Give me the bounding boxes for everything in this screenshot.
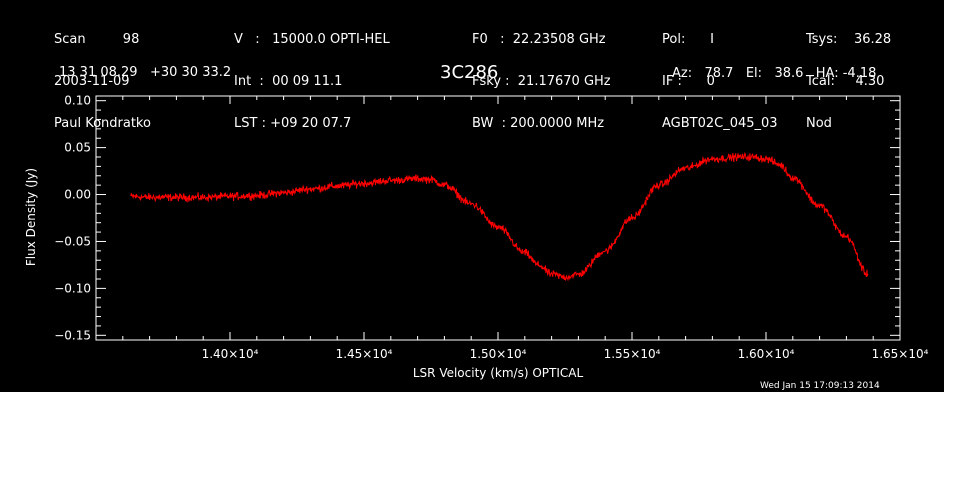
x-tick-label: 1.45×10⁴ bbox=[336, 347, 393, 361]
rest-frequency: F0 : 22.23508 GHz bbox=[472, 32, 606, 47]
x-tick-label: 1.60×10⁴ bbox=[738, 347, 795, 361]
y-tick-label: −0.05 bbox=[54, 234, 91, 248]
procedure-name: Nod bbox=[806, 116, 832, 131]
velocity-info: V : 15000.0 OPTI-HEL bbox=[234, 32, 390, 47]
lst-info: LST : +09 20 07.7 bbox=[234, 116, 352, 131]
flux-density-trace bbox=[130, 152, 869, 282]
axis-ticks bbox=[96, 96, 901, 340]
bandwidth: BW : 200.0000 MHz bbox=[472, 116, 605, 131]
y-tick-label: 0.05 bbox=[64, 141, 91, 155]
observer-name: Paul Kondratko bbox=[54, 116, 151, 131]
header-col5: Tsys: 36.28 Tcal: 4.30 Nod bbox=[806, 5, 891, 159]
pointing-info: Az: 78.7 El: 38.6 HA: -4.18 bbox=[672, 66, 877, 81]
x-tick-label: 1.55×10⁴ bbox=[604, 347, 661, 361]
y-tick-label: −0.15 bbox=[54, 328, 91, 342]
source-title: 3C286 bbox=[440, 62, 499, 83]
plot-panel: Scan 98 2003-11-09 Paul Kondratko V : 15… bbox=[0, 0, 944, 392]
header-col4: Pol: I IF : 0 AGBT02C_045_03 bbox=[662, 5, 778, 159]
y-tick-labels: 0.10 0.05 0.00 −0.05 −0.10 −0.15 bbox=[54, 94, 91, 343]
tsys-value: Tsys: 36.28 bbox=[806, 32, 892, 47]
plot-frame bbox=[95, 95, 901, 341]
scan-number: Scan 98 bbox=[54, 32, 140, 47]
header-col1: Scan 98 2003-11-09 Paul Kondratko bbox=[54, 5, 151, 159]
x-axis-label: LSR Velocity (km/s) OPTICAL bbox=[413, 366, 584, 380]
if-number: IF : 0 bbox=[662, 74, 715, 89]
y-axis-label: Flux Density (Jy) bbox=[24, 168, 38, 266]
y-tick-label: 0.10 bbox=[64, 94, 91, 108]
x-tick-label: 1.65×10⁴ bbox=[872, 347, 929, 361]
observation-date: 2003-11-09 bbox=[54, 74, 130, 89]
sky-frequency: Fsky : 21.17670 GHz bbox=[472, 74, 611, 89]
header-col2: V : 15000.0 OPTI-HEL Int : 00 09 11.1 LS… bbox=[234, 5, 390, 159]
project-id: AGBT02C_045_03 bbox=[662, 116, 778, 131]
x-tick-labels: 1.40×10⁴ 1.45×10⁴ 1.50×10⁴ 1.55×10⁴ 1.60×10⁴… bbox=[202, 347, 929, 361]
y-tick-label: 0.00 bbox=[64, 188, 91, 202]
spectrum-chart: 1.40×10⁴ 1.45×10⁴ 1.50×10⁴ 1.55×10⁴ 1.60×10⁴… bbox=[24, 94, 929, 380]
x-tick-label: 1.50×10⁴ bbox=[470, 347, 527, 361]
plot-timestamp: Wed Jan 15 17:09:13 2014 bbox=[760, 381, 880, 391]
header-col3: F0 : 22.23508 GHz Fsky : 21.17670 GHz BW… bbox=[472, 5, 611, 159]
polarization: Pol: I bbox=[662, 32, 714, 47]
integration-time: Int : 00 09 11.1 bbox=[234, 74, 343, 89]
x-tick-label: 1.40×10⁴ bbox=[202, 347, 259, 361]
y-tick-label: −0.10 bbox=[54, 281, 91, 295]
source-coordinates: 13 31 08.29 +30 30 33.2 bbox=[59, 65, 232, 80]
tcal-value: Tcal: 4.30 bbox=[806, 74, 885, 89]
